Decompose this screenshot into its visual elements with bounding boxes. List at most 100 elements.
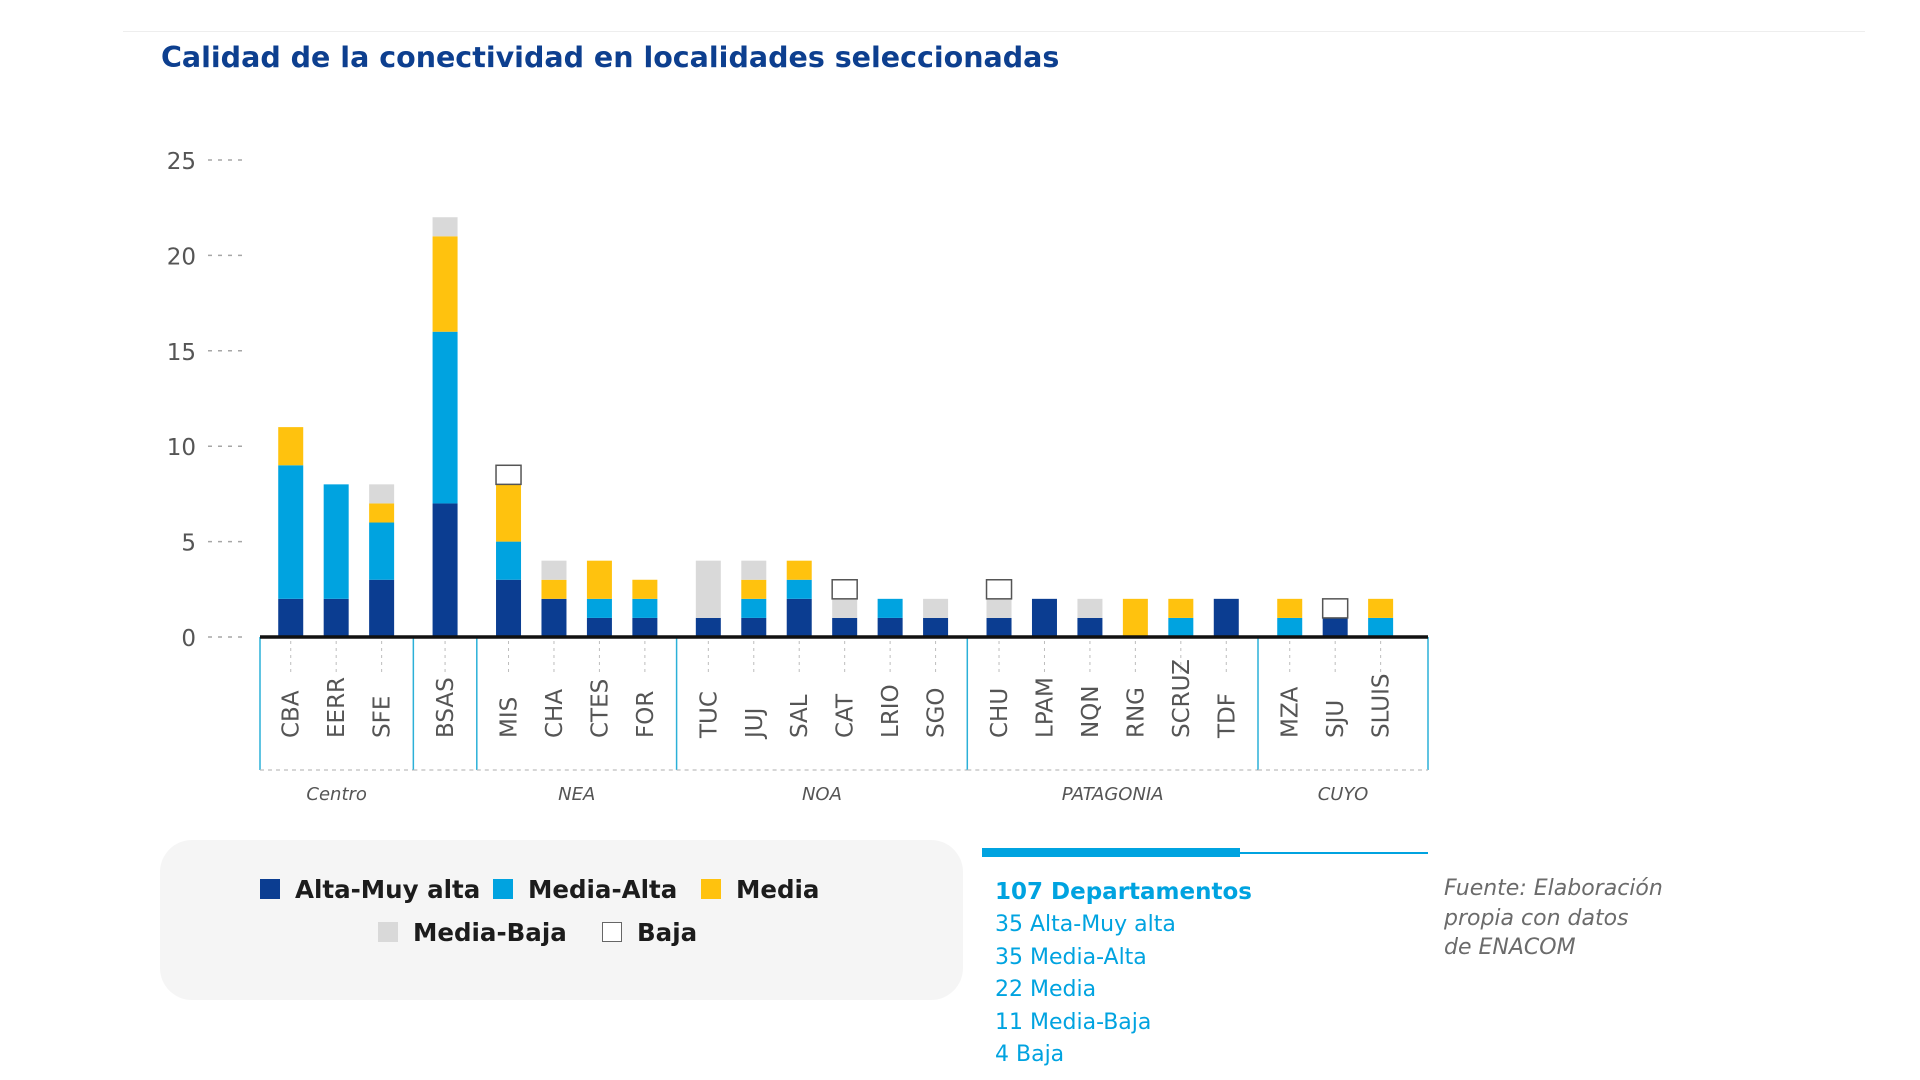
x-tick-label: LRIO [878,684,904,738]
summary-line-media-baja: 11 Media-Baja [995,1009,1152,1035]
bar-segment-media-baja [369,484,395,504]
x-tick-label: MIS [497,697,523,738]
legend-label-media: Media [736,874,820,904]
y-tick-label: 20 [167,244,196,270]
region-label: PATAGONIA [1062,784,1164,805]
bar-segment-alta [586,617,612,637]
bar-segment-media-baja [923,598,949,618]
bar-segment-media-alta [323,484,349,599]
bar-segment-alta [786,598,812,637]
bar-segment-alta [496,579,522,637]
summary-line-media-alta: 35 Media-Alta [995,944,1147,970]
legend-swatch-media-baja [378,922,398,942]
bar-segment-media-alta [369,522,395,580]
x-tick-label: CTES [587,679,613,738]
y-tick-label: 5 [181,531,196,557]
bar-segment-media-alta [786,579,812,599]
legend: Alta-Muy alta Media-Alta Media Media-Baj… [160,840,963,1000]
bar-segment-media-alta [741,598,767,618]
legend-label-alta: Alta-Muy alta [295,874,481,904]
x-tick-label: RNG [1123,687,1149,738]
bar-segment-media-baja [1077,598,1103,618]
legend-swatch-alta [260,879,280,899]
x-tick-label: TDF [1214,693,1240,739]
bar-segment-alta [632,617,658,637]
x-tick-label: CHA [542,689,568,738]
bar-segment-media [1368,598,1394,618]
x-tick-label: FOR [633,691,659,738]
top-divider [123,31,1865,32]
x-tick-label: TUC [696,691,722,739]
bar-segment-alta [923,617,949,637]
x-tick-label: SGO [924,687,950,738]
bar-segment-media [1168,598,1194,618]
bar-segment-media-alta [632,598,658,618]
summary-block: 107 Departamentos 35 Alta-Muy alta 35 Me… [995,876,1252,1072]
bar-segment-media-alta [432,331,458,504]
bar-segment-baja [1321,598,1349,619]
bar-segment-alta [1322,617,1348,637]
x-tick-label: LPAM [1032,677,1058,738]
region-brackets: Centro NEA NOA PATAGONIA CUYO [259,637,1429,805]
x-tick-label: NQN [1078,685,1104,738]
y-tick-label: 15 [167,340,196,366]
bar-segment-media-alta [1277,617,1303,637]
x-tick-label: CHU [987,688,1013,738]
legend-swatch-media-alta [493,879,513,899]
bar-segment-media [586,560,612,599]
legend-swatch-baja [602,922,622,942]
region-label: CUYO [1318,784,1369,805]
bar-segment-media [741,579,767,599]
legend-label-media-alta: Media-Alta [528,874,678,904]
bar-segment-media-alta [278,465,304,599]
region-label: Centro [306,784,367,805]
bar-segment-media [786,560,812,580]
x-tick-label: SFE [370,696,396,738]
summary-total: 107 Departamentos [995,879,1252,905]
x-tick-label: BSAS [433,677,459,738]
bar-segment-alta [695,617,721,637]
bar-segment-media [541,579,567,599]
y-axis-ticks: 0 5 10 15 20 25 [167,149,196,652]
bar-segment-alta [832,617,858,637]
bar-segment-alta [877,617,903,637]
legend-label-media-baja: Media-Baja [413,917,567,947]
summary-line-alta: 35 Alta-Muy alta [995,912,1176,937]
legend-item-media-baja: Media-Baja [378,917,567,947]
region-label: NOA [802,784,842,805]
x-tick-label: SLUIS [1369,674,1395,739]
x-tick-label: SAL [787,694,813,738]
x-tick-label: CAT [833,693,859,738]
bar-segment-media-alta [1168,617,1194,637]
legend-label-baja: Baja [637,917,698,947]
x-tick-label: CBA [279,690,305,738]
bar-segment-alta [278,598,304,637]
bar-segment-media-baja [741,560,767,580]
bar-segment-media-alta [586,598,612,618]
x-tick-label: JUJ [742,708,768,740]
legend-item-alta: Alta-Muy alta [260,874,480,904]
summary-line-media: 22 Media [995,977,1097,1002]
x-tick-label: MZA [1278,686,1304,738]
stacked-bar-chart: 0 5 10 15 20 25 Centro NEA NOA PATAGONIA CUYO CBA… [167,149,1429,805]
bar-segment-media-baja [541,560,567,580]
y-tick-label: 25 [167,149,196,175]
bar-segment-media-baja [832,598,858,618]
bar-segment-media [496,484,522,542]
bars [278,217,1394,637]
source-line-1: Fuente: Elaboración [1444,876,1663,901]
x-tick-label: SJU [1323,700,1349,738]
bar-segment-alta [432,503,458,637]
bar-segment-baja [831,579,858,600]
bar-segment-alta [323,598,349,637]
legend-item-baja: Baja [602,917,697,947]
chart-title: Calidad de la conectividad en localidade… [161,41,1060,74]
summary-divider-accent [982,848,1240,857]
x-tick-label: SCRUZ [1169,659,1195,738]
y-tick-label: 10 [167,435,196,461]
x-axis-ticks: CBA EERR SFE BSAS MIS CHA CTES FOR TUC JUJ SAL CAT L… [279,641,1395,740]
bar-segment-media [278,427,304,466]
bar-segment-media [432,236,458,332]
x-tick-label: EERR [324,677,350,738]
bar-segment-media [632,579,658,599]
